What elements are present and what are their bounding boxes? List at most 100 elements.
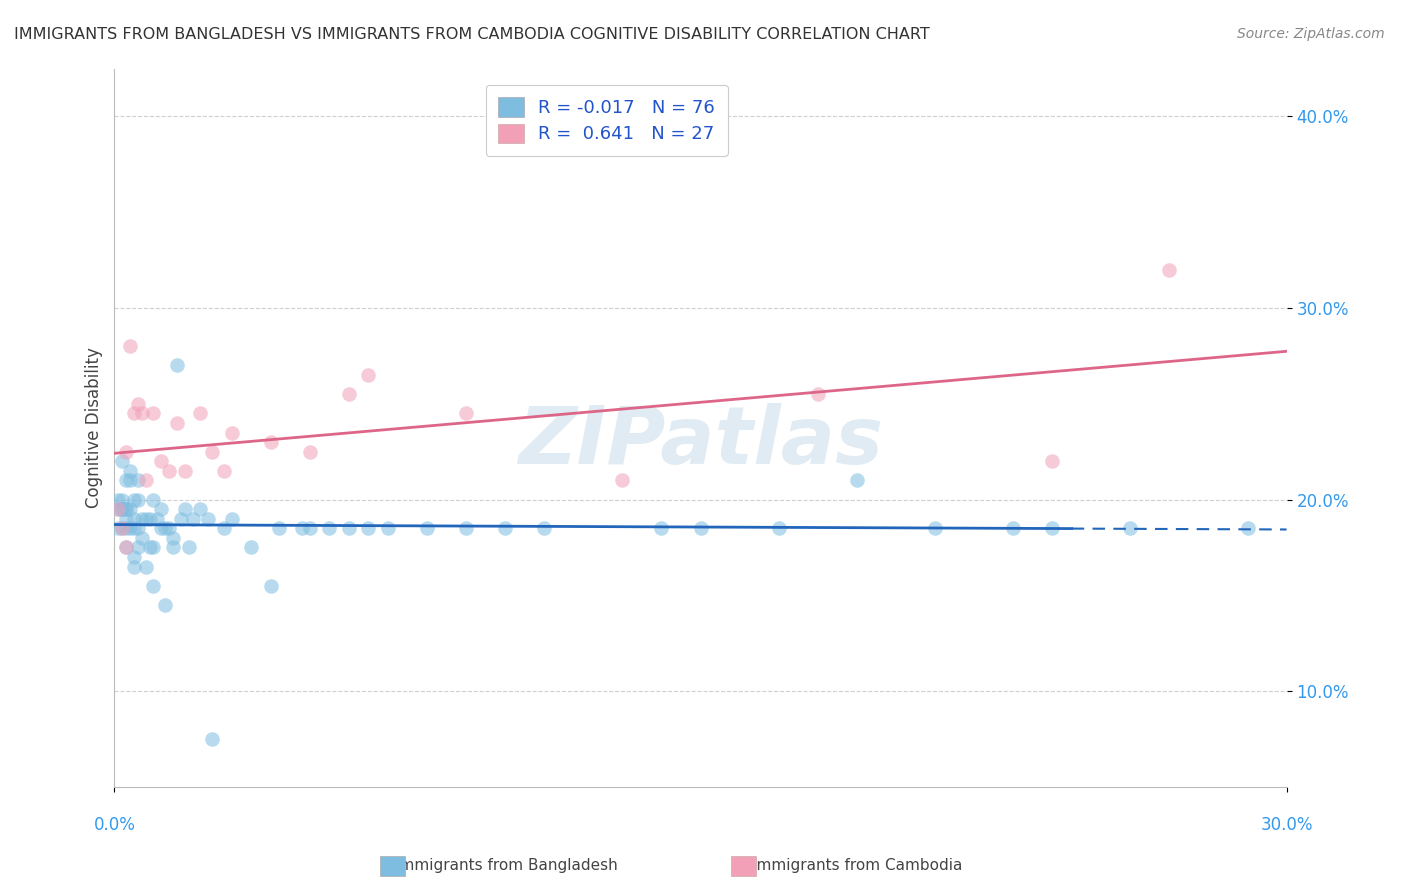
- Point: [494, 521, 516, 535]
- Point: [131, 531, 153, 545]
- Point: [115, 444, 138, 458]
- Point: [377, 521, 399, 535]
- Point: [454, 521, 477, 535]
- Point: [221, 425, 243, 440]
- Point: [337, 521, 360, 535]
- Point: [111, 502, 134, 516]
- Point: [118, 474, 141, 488]
- Point: [201, 732, 224, 747]
- Point: [146, 512, 169, 526]
- Point: [1119, 521, 1142, 535]
- Point: [115, 541, 138, 555]
- Point: [212, 521, 235, 535]
- Point: [166, 359, 188, 373]
- Point: [357, 368, 380, 382]
- Point: [924, 521, 946, 535]
- Point: [291, 521, 314, 535]
- Text: IMMIGRANTS FROM BANGLADESH VS IMMIGRANTS FROM CAMBODIA COGNITIVE DISABILITY CORR: IMMIGRANTS FROM BANGLADESH VS IMMIGRANTS…: [14, 27, 929, 42]
- Point: [416, 521, 439, 535]
- Point: [115, 474, 138, 488]
- Point: [162, 541, 184, 555]
- Point: [142, 579, 165, 593]
- Point: [150, 521, 173, 535]
- Point: [197, 512, 219, 526]
- Point: [260, 579, 283, 593]
- Point: [115, 502, 138, 516]
- Point: [807, 387, 830, 401]
- Point: [190, 502, 212, 516]
- Point: [1002, 521, 1025, 535]
- Point: [127, 521, 149, 535]
- Point: [107, 502, 129, 516]
- Point: [115, 512, 138, 526]
- Point: [201, 444, 224, 458]
- Point: [111, 502, 134, 516]
- Point: [118, 339, 141, 353]
- Point: [157, 464, 180, 478]
- Point: [155, 598, 177, 612]
- Point: [1040, 454, 1063, 468]
- Point: [127, 492, 149, 507]
- Point: [298, 521, 321, 535]
- Point: [111, 521, 134, 535]
- Text: ZIPatlas: ZIPatlas: [517, 403, 883, 481]
- Point: [122, 492, 145, 507]
- Point: [533, 521, 555, 535]
- Point: [650, 521, 672, 535]
- Point: [845, 474, 868, 488]
- Point: [150, 454, 173, 468]
- Point: [142, 406, 165, 420]
- Point: [118, 502, 141, 516]
- Text: 0.0%: 0.0%: [93, 815, 135, 834]
- Point: [118, 464, 141, 478]
- Point: [122, 549, 145, 564]
- Point: [135, 474, 157, 488]
- Point: [131, 406, 153, 420]
- Point: [240, 541, 263, 555]
- Point: [111, 454, 134, 468]
- Point: [689, 521, 711, 535]
- Point: [155, 521, 177, 535]
- Point: [267, 521, 290, 535]
- Point: [142, 541, 165, 555]
- Point: [135, 559, 157, 574]
- Text: 30.0%: 30.0%: [1260, 815, 1313, 834]
- Point: [298, 444, 321, 458]
- Point: [260, 435, 283, 450]
- Point: [131, 512, 153, 526]
- Point: [115, 541, 138, 555]
- Point: [118, 521, 141, 535]
- Point: [318, 521, 340, 535]
- Point: [612, 474, 634, 488]
- Point: [337, 387, 360, 401]
- Point: [1040, 521, 1063, 535]
- Point: [454, 406, 477, 420]
- Point: [212, 464, 235, 478]
- Point: [111, 492, 134, 507]
- Point: [157, 521, 180, 535]
- Point: [221, 512, 243, 526]
- Point: [173, 464, 195, 478]
- Point: [166, 416, 188, 430]
- Point: [181, 512, 204, 526]
- Y-axis label: Cognitive Disability: Cognitive Disability: [86, 347, 103, 508]
- Point: [115, 502, 138, 516]
- Text: Source: ZipAtlas.com: Source: ZipAtlas.com: [1237, 27, 1385, 41]
- Point: [127, 474, 149, 488]
- Point: [127, 541, 149, 555]
- Point: [357, 521, 380, 535]
- Point: [107, 502, 129, 516]
- Point: [138, 512, 160, 526]
- Point: [170, 512, 193, 526]
- Point: [142, 492, 165, 507]
- Point: [107, 521, 129, 535]
- Point: [1159, 262, 1181, 277]
- Point: [190, 406, 212, 420]
- Text: Immigrants from Bangladesh: Immigrants from Bangladesh: [395, 858, 617, 872]
- Point: [122, 521, 145, 535]
- Point: [122, 559, 145, 574]
- Point: [768, 521, 790, 535]
- Point: [135, 512, 157, 526]
- Point: [173, 502, 195, 516]
- Point: [115, 521, 138, 535]
